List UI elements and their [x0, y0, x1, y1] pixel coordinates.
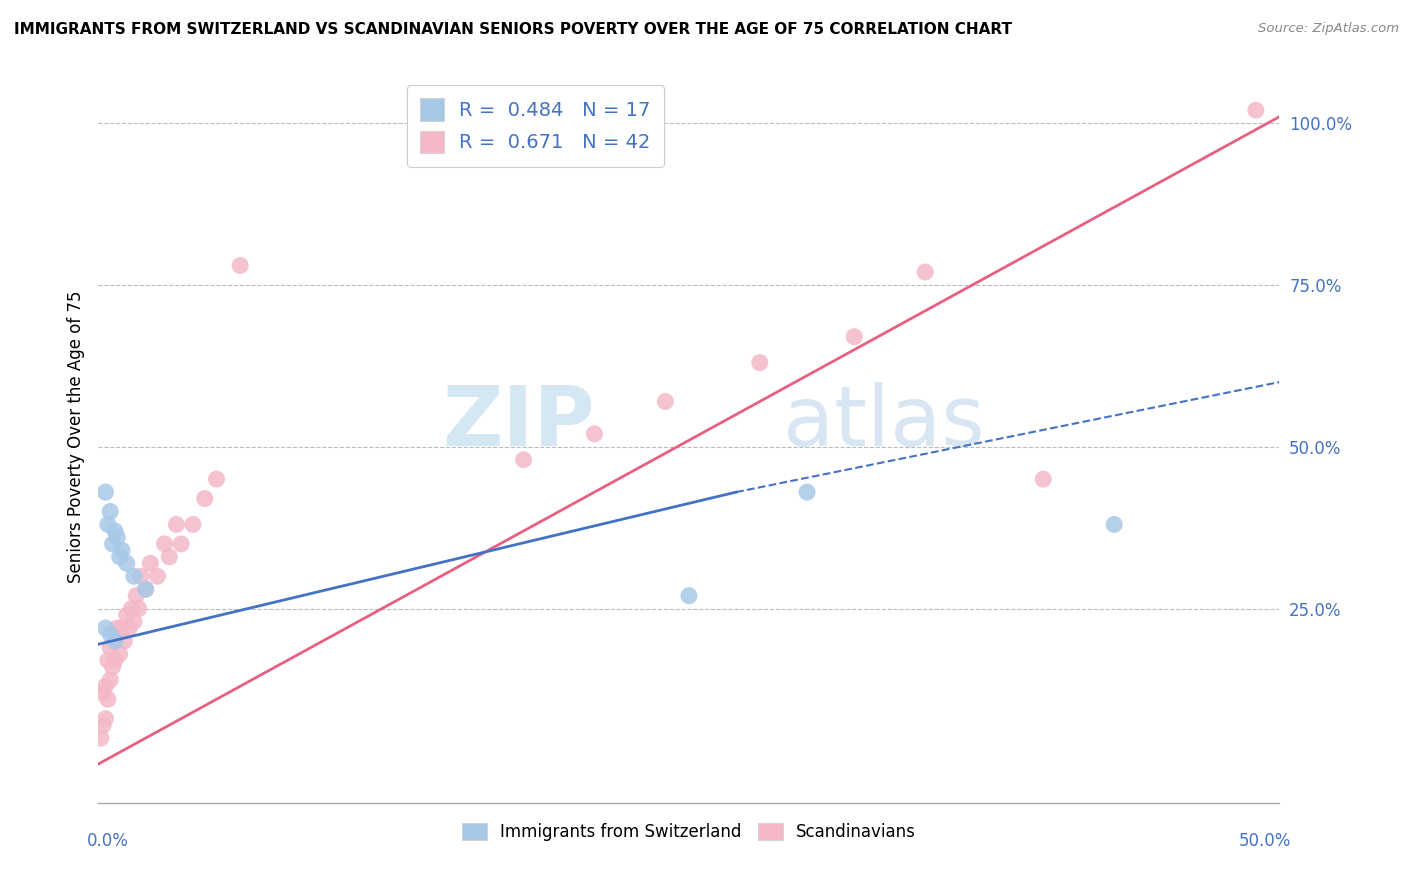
Text: ZIP: ZIP: [441, 382, 595, 463]
Point: [135, 582, 157, 597]
Point: [111, 543, 134, 558]
Point: [654, 394, 676, 409]
Text: Source: ZipAtlas.com: Source: ZipAtlas.com: [1258, 22, 1399, 36]
Point: [97, 653, 120, 667]
Text: 50.0%: 50.0%: [1239, 832, 1291, 850]
Point: [181, 517, 204, 532]
Point: [229, 259, 252, 273]
Point: [205, 472, 228, 486]
Point: [135, 582, 157, 597]
Point: [165, 517, 187, 532]
Point: [121, 601, 143, 615]
Point: [194, 491, 217, 506]
Point: [108, 647, 131, 661]
Point: [153, 537, 176, 551]
Point: [1032, 472, 1054, 486]
Point: [112, 634, 135, 648]
Point: [157, 549, 180, 564]
Point: [98, 504, 121, 518]
Point: [98, 627, 121, 641]
Point: [139, 557, 162, 571]
Point: [94, 712, 117, 726]
Y-axis label: Seniors Poverty Over the Age of 75: Seniors Poverty Over the Age of 75: [66, 291, 84, 583]
Point: [101, 660, 124, 674]
Point: [125, 589, 148, 603]
Point: [104, 634, 127, 648]
Point: [98, 640, 121, 655]
Point: [678, 589, 700, 603]
Point: [118, 621, 141, 635]
Point: [748, 356, 770, 370]
Point: [94, 679, 117, 693]
Point: [108, 549, 131, 564]
Legend: Immigrants from Switzerland, Scandinavians: Immigrants from Switzerland, Scandinavia…: [453, 814, 925, 849]
Point: [512, 452, 534, 467]
Point: [91, 718, 114, 732]
Point: [90, 731, 112, 745]
Point: [94, 485, 117, 500]
Point: [170, 537, 193, 551]
Point: [1244, 103, 1267, 118]
Point: [844, 330, 866, 344]
Point: [104, 653, 127, 667]
Text: IMMIGRANTS FROM SWITZERLAND VS SCANDINAVIAN SENIORS POVERTY OVER THE AGE OF 75 C: IMMIGRANTS FROM SWITZERLAND VS SCANDINAV…: [14, 22, 1012, 37]
Point: [98, 673, 121, 687]
Point: [115, 557, 138, 571]
Point: [115, 608, 138, 623]
Point: [94, 621, 117, 635]
Point: [104, 524, 127, 538]
Text: atlas: atlas: [783, 382, 986, 463]
Point: [796, 485, 818, 500]
Point: [122, 615, 145, 629]
Point: [111, 621, 134, 635]
Point: [97, 517, 120, 532]
Point: [105, 621, 128, 635]
Point: [101, 537, 124, 551]
Point: [583, 426, 606, 441]
Point: [1102, 517, 1125, 532]
Point: [104, 634, 127, 648]
Point: [129, 569, 152, 583]
Point: [97, 692, 120, 706]
Point: [91, 686, 114, 700]
Point: [146, 569, 169, 583]
Point: [122, 569, 145, 583]
Point: [914, 265, 936, 279]
Text: 0.0%: 0.0%: [87, 832, 128, 850]
Point: [105, 530, 128, 544]
Point: [128, 601, 150, 615]
